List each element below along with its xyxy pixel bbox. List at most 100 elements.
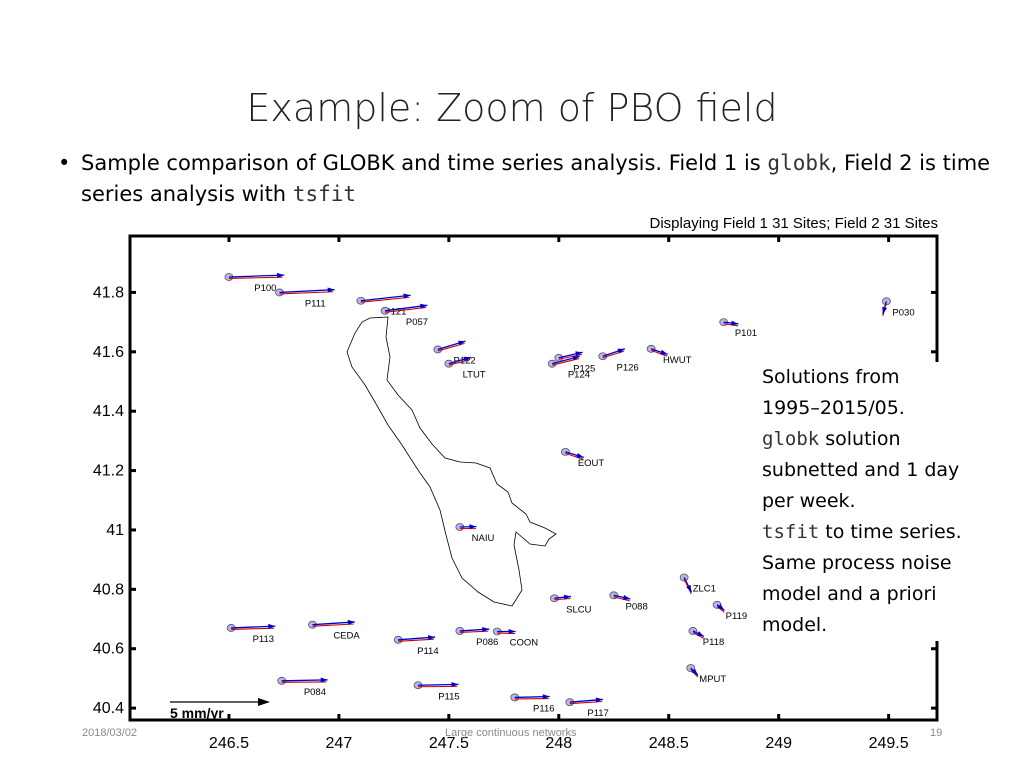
y-tick-label: 41.8	[93, 284, 124, 301]
page-number: 19	[930, 727, 943, 739]
vector-head	[327, 287, 335, 293]
vector-head	[320, 677, 328, 683]
x-tick-label: 249	[765, 735, 792, 752]
site-label: P084	[304, 687, 326, 698]
vector-head	[347, 619, 355, 625]
y-tick-label: 41.6	[93, 344, 124, 361]
site-label: ZLC1	[693, 583, 716, 594]
field2-vector	[602, 350, 625, 359]
code-globk: globk	[767, 151, 831, 175]
site-label: MPUT	[699, 674, 726, 685]
x-tick-label: 249.5	[869, 735, 909, 752]
site-mput: MPUT	[686, 664, 726, 685]
site-label: P115	[438, 691, 459, 702]
vector-head	[575, 351, 583, 357]
site-label: P114	[417, 646, 438, 657]
vector-head	[686, 584, 692, 593]
site-label: P057	[406, 317, 428, 328]
site-label: P126	[616, 362, 638, 373]
y-tick-label: 41.2	[93, 463, 124, 480]
vector-head	[403, 293, 411, 299]
scale-label: 5 mm/yr	[170, 705, 224, 721]
field2-vector	[613, 596, 630, 602]
vector-head	[882, 306, 888, 315]
vector-head	[277, 272, 285, 278]
bullet-item: • Sample comparison of GLOBK and time se…	[58, 148, 998, 210]
figure-header: Displaying Field 1 31 Sites; Field 2 31 …	[649, 215, 938, 232]
site-p117: P117	[565, 697, 609, 719]
field2-vector	[360, 296, 410, 303]
field2-vector	[385, 306, 427, 313]
x-tick-label: 248.5	[649, 735, 689, 752]
vector-head	[420, 303, 428, 309]
vector-head	[458, 340, 466, 346]
field1-vector	[279, 289, 335, 294]
site-label: P121	[384, 307, 406, 318]
coastline	[346, 316, 557, 607]
y-tick-label: 41.4	[93, 403, 124, 420]
field2-vector	[279, 291, 334, 295]
vector-head	[691, 668, 699, 676]
site-p100: P100	[224, 272, 285, 294]
site-label: HWUT	[663, 355, 692, 366]
site-p115: P115	[413, 681, 460, 702]
site-label: P117	[587, 708, 608, 719]
x-tick-label: 246.5	[209, 735, 249, 752]
field2-vector	[398, 638, 434, 642]
site-p121: P121	[356, 293, 411, 318]
bullet-text-part: Sample comparison of GLOBK and time seri…	[81, 151, 768, 175]
field1-vector	[231, 625, 276, 629]
vector-head	[563, 594, 571, 600]
vector-head	[572, 355, 580, 361]
y-tick-label: 40.4	[93, 700, 124, 717]
site-label: CEDA	[333, 631, 360, 642]
site-ceda: CEDA	[308, 619, 360, 642]
site-label: P118	[703, 637, 724, 648]
annotation-text: to time series.	[819, 521, 962, 543]
site-label: NAIU	[472, 533, 495, 544]
vector-head	[427, 635, 436, 641]
field1-vector	[312, 621, 355, 626]
vector-head	[731, 320, 739, 326]
field1-vector	[281, 679, 328, 682]
field2-vector	[448, 358, 471, 366]
site-p118: P118	[688, 627, 724, 648]
annotation-text: solution subnetted and 1 day per week.	[762, 428, 960, 512]
vector-head	[268, 623, 276, 629]
site-label: P116	[533, 703, 554, 714]
site-label: P101	[735, 328, 757, 339]
field2-vector	[650, 349, 668, 357]
footer-title: Large continuous networks	[445, 727, 577, 739]
vector-head	[660, 349, 668, 355]
site-p119: P119	[712, 600, 747, 622]
field1-vector	[228, 274, 285, 278]
vector-head	[696, 631, 704, 637]
field2-vector	[565, 452, 584, 460]
vector-head	[717, 604, 725, 611]
site-label: P030	[892, 307, 914, 318]
site-hwut: HWUT	[646, 344, 692, 366]
vector-head	[508, 629, 516, 635]
field1-vector	[360, 294, 411, 302]
x-tick-label: 247.5	[429, 735, 469, 752]
field2-vector	[723, 323, 739, 327]
annotation-text: Same process noise model and a priori mo…	[762, 552, 952, 636]
site-label: P113	[253, 634, 274, 645]
site-label: EOUT	[578, 458, 605, 469]
field2-vector	[231, 627, 275, 631]
slide-title: Example: Zoom of PBO field	[246, 86, 778, 130]
site-p116: P116	[510, 693, 555, 714]
site-p114: P114	[393, 635, 439, 657]
site-naiu: NAIU	[455, 523, 495, 544]
site-label: P100	[254, 283, 276, 294]
site-zlc1: ZLC1	[679, 573, 716, 594]
site-label: P119	[726, 611, 747, 622]
field2-vector	[554, 597, 571, 601]
site-label: P088	[626, 601, 648, 612]
x-tick-label: 247	[326, 735, 353, 752]
field2-vector	[558, 353, 583, 360]
site-label: P086	[476, 637, 498, 648]
code-globk-note: globk	[762, 428, 820, 450]
site-label: COON	[510, 638, 539, 649]
site-eout: EOUT	[560, 447, 605, 469]
